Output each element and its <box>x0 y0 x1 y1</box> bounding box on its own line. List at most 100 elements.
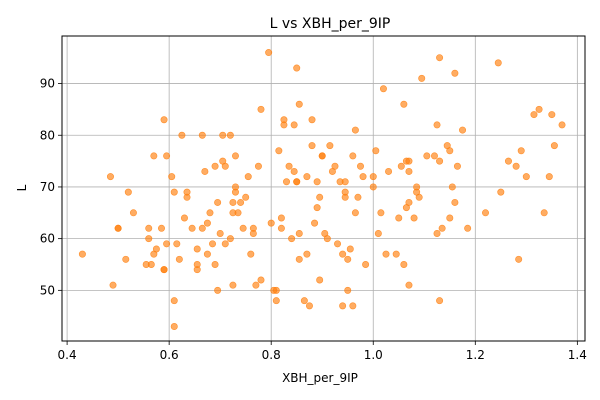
data-point <box>234 209 242 217</box>
data-point <box>188 224 196 232</box>
data-point <box>545 173 553 181</box>
data-point <box>318 152 326 160</box>
data-point <box>451 69 459 77</box>
data-point <box>339 250 347 258</box>
data-point <box>517 147 525 155</box>
data-point <box>359 173 367 181</box>
x-tick-label: 0.4 <box>58 348 77 362</box>
data-point <box>257 105 265 113</box>
data-point <box>293 178 301 186</box>
data-point <box>303 173 311 181</box>
data-point <box>448 183 456 191</box>
data-point <box>446 147 454 155</box>
x-tick-label: 1.2 <box>466 348 485 362</box>
x-axis-label: XBH_per_9IP <box>282 371 358 385</box>
data-point <box>433 229 441 237</box>
data-point <box>377 209 385 217</box>
data-point <box>369 173 377 181</box>
data-point <box>308 142 316 150</box>
data-point <box>535 105 543 113</box>
data-point <box>249 229 257 237</box>
data-point <box>124 188 132 196</box>
data-point <box>178 131 186 139</box>
data-point <box>203 250 211 258</box>
data-point <box>405 167 413 175</box>
data-point <box>244 173 252 181</box>
data-point <box>316 193 324 201</box>
x-tick-label: 0.6 <box>160 348 179 362</box>
data-point <box>295 229 303 237</box>
data-point <box>430 152 438 160</box>
data-point <box>400 260 408 268</box>
data-point <box>198 131 206 139</box>
y-tick-label: 60 <box>40 232 55 246</box>
data-point <box>295 100 303 108</box>
y-axis-label: L <box>15 184 29 191</box>
data-point <box>214 198 222 206</box>
data-point <box>405 157 413 165</box>
data-point <box>198 224 206 232</box>
data-point <box>482 209 490 217</box>
data-point <box>305 302 313 310</box>
data-point <box>257 276 265 284</box>
data-point <box>341 188 349 196</box>
data-point <box>226 235 234 243</box>
data-point <box>459 126 467 134</box>
data-point <box>272 286 280 294</box>
data-point <box>247 250 255 258</box>
data-point <box>265 49 273 57</box>
y-tick-label: 90 <box>40 77 55 91</box>
data-point <box>231 152 239 160</box>
data-point <box>344 286 352 294</box>
data-point <box>530 111 538 119</box>
data-point <box>351 209 359 217</box>
data-point <box>106 173 114 181</box>
data-point <box>211 260 219 268</box>
data-point <box>522 173 530 181</box>
y-tick-label: 50 <box>40 283 55 297</box>
data-point <box>122 255 130 263</box>
data-point <box>277 214 285 222</box>
chart-title: L vs XBH_per_9IP <box>270 16 391 32</box>
data-point <box>372 147 380 155</box>
data-point <box>313 204 321 212</box>
data-point <box>385 167 393 175</box>
data-point <box>283 178 291 186</box>
data-point <box>221 162 229 170</box>
data-point <box>295 255 303 263</box>
data-point <box>173 240 181 248</box>
data-point <box>433 121 441 129</box>
data-point <box>379 85 387 93</box>
data-point <box>152 245 160 253</box>
data-point <box>229 281 237 289</box>
data-point <box>344 255 352 263</box>
x-tick-label: 0.8 <box>262 348 281 362</box>
data-point <box>145 224 153 232</box>
data-point <box>354 193 362 201</box>
data-point <box>288 235 296 243</box>
data-point <box>216 229 224 237</box>
data-point <box>267 219 275 227</box>
data-point <box>397 162 405 170</box>
data-point <box>308 116 316 124</box>
data-point <box>180 214 188 222</box>
y-axis: 50 60 70 80 90 <box>40 77 62 297</box>
data-point <box>395 214 403 222</box>
data-point <box>540 209 548 217</box>
data-point <box>290 167 298 175</box>
data-point <box>303 250 311 258</box>
data-point <box>438 224 446 232</box>
data-point <box>548 111 556 119</box>
data-point <box>451 198 459 206</box>
data-point <box>313 178 321 186</box>
data-point <box>170 297 178 305</box>
data-point <box>221 240 229 248</box>
data-point <box>150 152 158 160</box>
data-point <box>237 198 245 206</box>
data-point <box>160 116 168 124</box>
data-point <box>170 323 178 331</box>
data-point <box>346 245 354 253</box>
data-point <box>175 255 183 263</box>
